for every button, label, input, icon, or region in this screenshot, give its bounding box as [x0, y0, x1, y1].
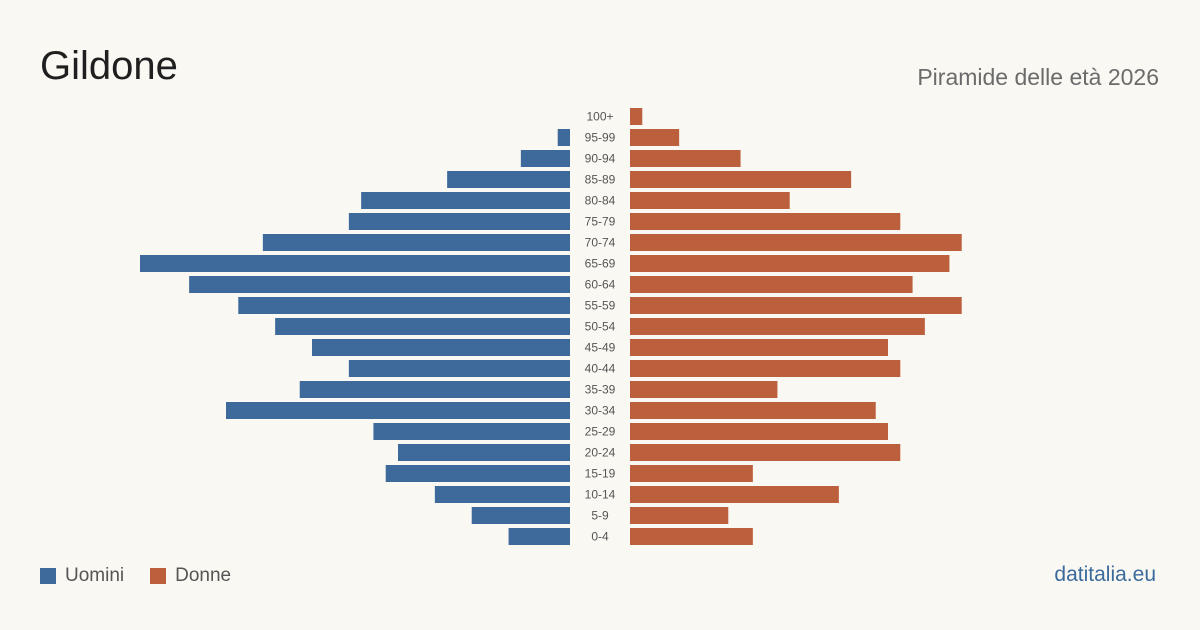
age-label-40-44: 40-44: [585, 362, 616, 376]
age-label-70-74: 70-74: [585, 236, 616, 250]
age-label-100+: 100+: [586, 110, 613, 124]
bar-male-15-19: [385, 465, 570, 482]
bar-male-50-54: [275, 318, 570, 335]
bar-female-45-49: [630, 339, 888, 356]
page-title: Gildone: [40, 44, 178, 88]
bar-male-65-69: [140, 255, 570, 272]
age-label-95-99: 95-99: [585, 131, 616, 145]
age-label-60-64: 60-64: [585, 278, 616, 292]
age-label-35-39: 35-39: [585, 383, 616, 397]
bar-female-65-69: [630, 255, 950, 272]
bar-female-95-99: [630, 129, 680, 146]
bar-male-25-29: [373, 423, 570, 440]
bar-male-35-39: [299, 381, 570, 398]
legend-item-male: Uomini: [40, 565, 124, 587]
age-label-10-14: 10-14: [585, 488, 616, 502]
age-label-30-34: 30-34: [585, 404, 616, 418]
age-label-45-49: 45-49: [585, 341, 616, 355]
bar-female-50-54: [630, 318, 925, 335]
age-label-15-19: 15-19: [585, 467, 616, 481]
age-label-50-54: 50-54: [585, 320, 616, 334]
bar-female-100+: [630, 108, 643, 125]
bar-male-90-94: [520, 150, 570, 167]
bar-female-40-44: [630, 360, 901, 377]
bar-male-60-64: [189, 276, 570, 293]
brand-link[interactable]: datitalia.eu: [1054, 563, 1156, 586]
bar-male-75-79: [348, 213, 570, 230]
bar-female-0-4: [630, 528, 753, 545]
bar-male-5-9: [471, 507, 570, 524]
bar-male-55-59: [238, 297, 571, 314]
legend-swatch-male: [40, 568, 56, 584]
age-label-25-29: 25-29: [585, 425, 616, 439]
bar-male-80-84: [361, 192, 570, 209]
age-label-55-59: 55-59: [585, 299, 616, 313]
age-label-0-4: 0-4: [591, 530, 609, 544]
bar-female-20-24: [630, 444, 901, 461]
bar-male-30-34: [226, 402, 570, 419]
bar-male-85-89: [447, 171, 570, 188]
bar-female-55-59: [630, 297, 962, 314]
bar-male-20-24: [398, 444, 570, 461]
bar-female-80-84: [630, 192, 790, 209]
bar-female-15-19: [630, 465, 753, 482]
bar-female-30-34: [630, 402, 876, 419]
age-label-65-69: 65-69: [585, 257, 616, 271]
bar-female-75-79: [630, 213, 901, 230]
bar-male-10-14: [434, 486, 570, 503]
age-label-90-94: 90-94: [585, 152, 616, 166]
legend: Uomini Donne: [40, 565, 257, 587]
legend-label-female: Donne: [175, 565, 232, 586]
bar-female-70-74: [630, 234, 962, 251]
bar-female-90-94: [630, 150, 741, 167]
chart-subtitle: Piramide delle età 2026: [917, 64, 1159, 90]
bar-male-0-4: [508, 528, 570, 545]
age-label-85-89: 85-89: [585, 173, 616, 187]
bar-male-40-44: [348, 360, 570, 377]
bar-male-70-74: [262, 234, 570, 251]
bar-female-85-89: [630, 171, 852, 188]
legend-item-female: Donne: [150, 565, 231, 587]
legend-swatch-female: [150, 568, 167, 584]
age-label-20-24: 20-24: [585, 446, 616, 460]
bar-female-10-14: [630, 486, 839, 503]
age-label-75-79: 75-79: [585, 215, 616, 229]
legend-label-male: Uomini: [65, 565, 125, 586]
bar-female-25-29: [630, 423, 888, 440]
bar-female-60-64: [630, 276, 913, 293]
bar-male-45-49: [312, 339, 570, 356]
bar-female-5-9: [630, 507, 729, 524]
bar-male-95-99: [557, 129, 570, 146]
bar-female-35-39: [630, 381, 778, 398]
age-label-5-9: 5-9: [591, 509, 609, 523]
age-label-80-84: 80-84: [585, 194, 616, 208]
